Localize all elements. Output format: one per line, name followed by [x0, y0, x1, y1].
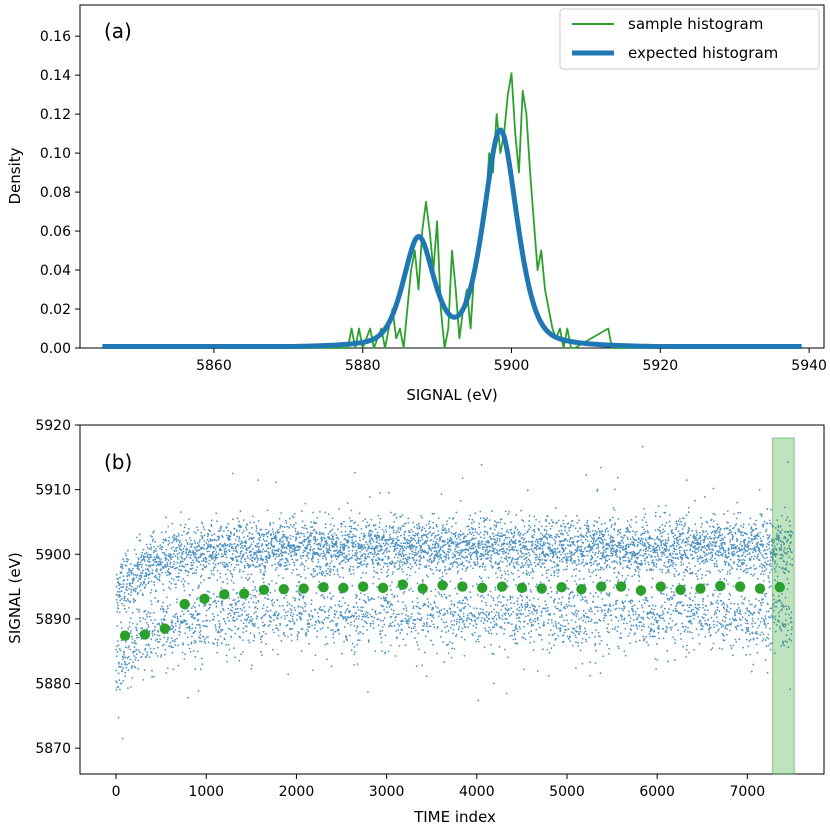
- panel-b: 0 1000 2000 3000 4000 5000 6000 7000 5870 5880 58…: [6, 418, 825, 826]
- excluded-window-region: [772, 437, 795, 775]
- b-xtick-label: 3000: [369, 784, 405, 800]
- binned-mean-point: [477, 582, 488, 594]
- b-ytick-label: 5920: [35, 418, 71, 434]
- series-expected-histogram: [101, 127, 803, 349]
- panel-b-frame: [79, 424, 825, 775]
- a-xtick-label: 5920: [642, 358, 678, 374]
- b-ytick-label: 5910: [35, 483, 71, 499]
- b-xtick-label: 0: [112, 784, 121, 800]
- panel-a-label: (a): [104, 19, 132, 43]
- binned-mean-point: [119, 630, 131, 641]
- legend-label-sample-histogram: sample histogram: [628, 15, 763, 33]
- binned-mean-point: [318, 582, 329, 593]
- binned-mean-point: [576, 583, 587, 595]
- a-ytick-label: 0.00: [40, 341, 71, 357]
- raw-signal-points: [115, 445, 794, 740]
- a-ytick-label: 0.16: [40, 29, 71, 45]
- a-ytick-label: 0.10: [40, 146, 71, 162]
- b-ytick-label: 5900: [35, 547, 71, 563]
- a-xtick-label: 5900: [494, 358, 530, 374]
- panel-b-ylabel: SIGNAL (eV): [6, 552, 24, 643]
- binned-mean-point: [338, 582, 349, 594]
- binned-mean-point: [754, 583, 766, 594]
- a-ytick-label: 0.08: [40, 185, 71, 201]
- binned-mean-point: [397, 579, 409, 590]
- binned-mean-point: [417, 583, 428, 594]
- binned-mean-point: [238, 588, 250, 599]
- panel-b-label: (b): [104, 450, 132, 474]
- legend: sample histogram expected histogram: [559, 8, 820, 70]
- b-ytick-label: 5880: [35, 677, 71, 693]
- b-xtick-label: 4000: [459, 784, 495, 800]
- binned-mean-point: [635, 585, 647, 596]
- binned-mean-point: [695, 583, 706, 594]
- binned-mean-point: [139, 629, 151, 640]
- a-xtick-label: 5860: [196, 358, 232, 374]
- b-xtick-label: 6000: [639, 784, 675, 800]
- a-xtick-label: 5880: [345, 358, 381, 374]
- binned-mean-point: [655, 581, 666, 592]
- binned-mean-point: [615, 581, 627, 592]
- binned-mean-point: [377, 582, 389, 594]
- b-ytick-label: 5870: [35, 741, 71, 757]
- panel-a-xlabel: SIGNAL (eV): [406, 386, 497, 404]
- binned-mean-point: [219, 589, 230, 600]
- b-xtick-label: 7000: [730, 784, 766, 800]
- binned-mean-point: [516, 582, 528, 594]
- a-xtick-label: 5940: [791, 358, 827, 374]
- binned-mean-point: [457, 581, 468, 592]
- binned-mean-point: [278, 583, 290, 595]
- panel-a: 5860 5880 5900 5920 5940 0.00 0.02 0.04 0.06 0.0…: [6, 4, 827, 404]
- binned-mean-point: [298, 583, 309, 594]
- panel-a-ylabel: Density: [6, 147, 24, 204]
- binned-mean-point: [437, 580, 448, 591]
- binned-mean-point: [536, 583, 547, 594]
- binned-mean-point: [258, 584, 270, 596]
- b-xtick-label: 1000: [188, 784, 224, 800]
- a-ytick-label: 0.04: [40, 263, 71, 279]
- binned-mean-point: [357, 581, 369, 592]
- a-ytick-label: 0.14: [40, 68, 71, 84]
- panel-a-frame: [79, 4, 825, 349]
- binned-mean-point: [496, 581, 508, 592]
- binned-mean-point: [596, 581, 607, 592]
- panel-b-xlabel: TIME index: [413, 808, 496, 826]
- legend-box: [559, 8, 820, 70]
- binned-mean-point: [556, 582, 567, 593]
- binned-mean-point: [734, 581, 746, 592]
- binned-mean-point: [179, 598, 190, 610]
- b-ytick-label: 5890: [35, 612, 71, 628]
- a-ytick-label: 0.12: [40, 107, 71, 123]
- b-xtick-label: 2000: [279, 784, 315, 800]
- binned-mean-point: [774, 582, 786, 593]
- a-ytick-label: 0.06: [40, 224, 71, 240]
- series-sample-histogram: [102, 72, 802, 349]
- legend-label-expected-histogram: expected histogram: [628, 44, 778, 62]
- binned-mean-point: [715, 580, 726, 592]
- a-ytick-label: 0.02: [40, 302, 71, 318]
- binned-mean-point: [199, 593, 210, 605]
- b-xtick-label: 5000: [549, 784, 585, 800]
- binned-mean-point: [159, 623, 170, 634]
- binned-mean-point: [675, 584, 686, 596]
